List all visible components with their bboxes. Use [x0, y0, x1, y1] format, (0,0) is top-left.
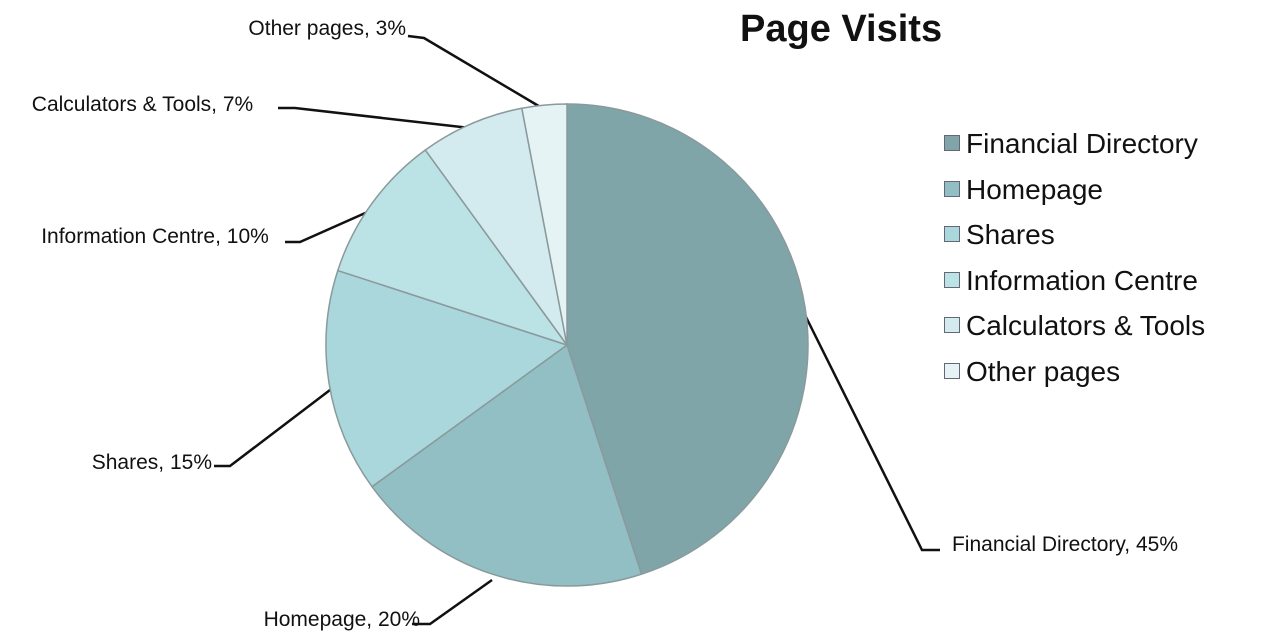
leader-line [803, 314, 940, 552]
legend-label: Homepage [966, 173, 1103, 205]
legend-item: Shares [944, 215, 1205, 261]
pie-slice [336, 148, 569, 347]
leader-line [278, 106, 471, 130]
data-label: Information Centre, 10% [41, 225, 269, 248]
legend-item: Financial Directory [944, 124, 1205, 170]
leader-line [412, 578, 493, 626]
legend-swatch [944, 226, 960, 242]
data-label: Homepage, 20% [263, 608, 420, 631]
data-label: Shares, 15% [91, 451, 212, 474]
pie-slice [520, 103, 568, 346]
legend-item: Calculators & Tools [944, 306, 1205, 352]
legend-item: Other pages [944, 352, 1205, 398]
legend-swatch [944, 317, 960, 333]
pie-slice [566, 103, 809, 576]
leader-line [214, 389, 331, 468]
legend-label: Shares [966, 219, 1055, 250]
legend-swatch [944, 180, 960, 197]
chart-title: Page Visits [740, 8, 943, 50]
pie-slice [424, 107, 568, 346]
legend-label: Information Centre [966, 264, 1198, 296]
legend: Financial Directory Homepage Shares Informa… [944, 124, 1205, 397]
data-label: Other pages, 3% [248, 17, 406, 40]
legend-label: Other pages [966, 355, 1121, 387]
legend-item: Information Centre [944, 261, 1205, 307]
legend-swatch [944, 135, 960, 151]
legend-label: Financial Directory [966, 128, 1198, 159]
leader-line [407, 34, 543, 110]
leader-line [285, 208, 373, 244]
data-label: Financial Directory, 45% [951, 533, 1179, 556]
legend-label: Calculators & Tools [966, 310, 1206, 341]
legend-item: Homepage [944, 170, 1205, 216]
pie-slice [325, 269, 569, 488]
data-label: Calculators & Tools, 7% [31, 93, 254, 116]
legend-swatch [944, 362, 960, 379]
pie-slice [370, 343, 643, 587]
legend-swatch [944, 271, 960, 288]
